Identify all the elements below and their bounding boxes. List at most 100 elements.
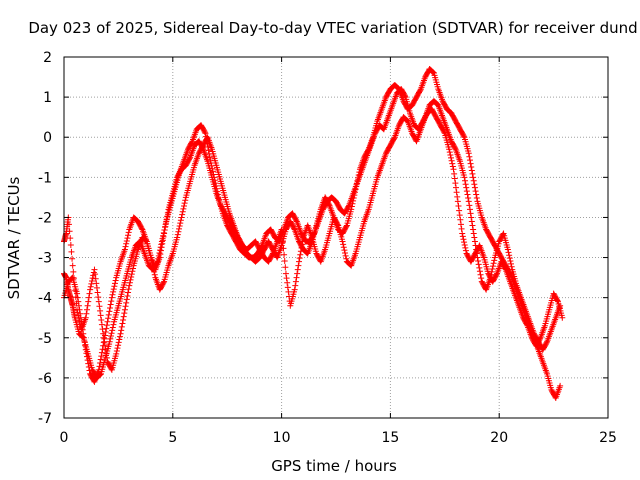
x-tick-label: 25 — [599, 430, 617, 446]
data-point — [159, 240, 166, 247]
data-point — [91, 266, 98, 273]
data-point — [80, 334, 87, 341]
data-point — [84, 302, 91, 309]
data-point — [351, 192, 358, 199]
data-point — [98, 321, 105, 328]
data-point — [468, 167, 475, 174]
data-point — [96, 363, 103, 370]
data-point — [75, 298, 82, 305]
data-point — [123, 299, 130, 306]
data-point — [111, 283, 118, 290]
data-point — [474, 254, 481, 261]
data-point — [74, 290, 81, 297]
data-point — [175, 228, 182, 235]
data-point — [176, 223, 183, 230]
data-point — [508, 263, 515, 270]
data-point — [458, 225, 465, 232]
data-point — [105, 311, 112, 318]
data-point — [107, 333, 114, 340]
data-point — [452, 180, 459, 187]
data-point — [112, 277, 119, 284]
data-point — [109, 327, 116, 334]
data-point — [126, 279, 133, 286]
data-point — [86, 290, 93, 297]
data-point — [107, 335, 114, 342]
data-point — [84, 353, 91, 360]
data-point — [105, 315, 112, 322]
data-point — [454, 198, 461, 205]
data-point — [543, 339, 550, 346]
data-point — [150, 266, 157, 273]
x-tick-label: 15 — [381, 430, 399, 446]
data-point — [180, 205, 187, 212]
data-point — [174, 234, 181, 241]
data-point — [456, 207, 463, 214]
data-point — [116, 333, 123, 340]
data-point — [111, 280, 118, 287]
data-point — [120, 313, 127, 320]
data-point — [118, 323, 125, 330]
data-points — [61, 66, 566, 401]
data-point — [449, 163, 456, 170]
data-point — [282, 264, 289, 271]
data-point — [67, 235, 74, 242]
data-point — [294, 266, 301, 273]
data-point — [151, 268, 158, 275]
data-point — [296, 255, 303, 262]
data-point — [161, 227, 168, 234]
data-point — [477, 271, 484, 278]
data-point — [121, 310, 128, 317]
data-point — [334, 221, 341, 228]
data-point — [488, 268, 495, 275]
data-point — [177, 217, 184, 224]
data-point — [459, 233, 466, 240]
data-point — [109, 291, 116, 298]
data-point — [350, 197, 357, 204]
data-point — [86, 367, 93, 374]
data-point — [89, 275, 96, 282]
data-point — [341, 247, 348, 254]
data-point — [284, 284, 291, 291]
data-point — [76, 306, 83, 313]
x-tick-label: 10 — [273, 430, 291, 446]
data-point — [125, 232, 132, 239]
data-point — [69, 262, 76, 269]
data-point — [430, 69, 437, 76]
data-point — [103, 325, 110, 332]
data-point — [471, 238, 478, 245]
data-point — [468, 214, 475, 221]
data-point — [149, 263, 156, 270]
data-point — [68, 248, 75, 255]
data-point — [459, 230, 466, 237]
data-point — [279, 239, 286, 246]
data-point — [98, 353, 105, 360]
data-point — [476, 268, 483, 275]
data-point — [499, 231, 506, 238]
data-point — [473, 194, 480, 201]
data-point — [83, 350, 90, 357]
y-tick-label: -7 — [38, 411, 52, 427]
data-point — [355, 172, 362, 179]
data-point — [505, 249, 512, 256]
data-point — [100, 339, 107, 346]
data-point — [465, 150, 472, 157]
data-point — [365, 147, 372, 154]
data-point — [461, 174, 468, 181]
y-tick-label: 2 — [43, 50, 52, 66]
data-point — [506, 252, 513, 259]
data-point — [160, 279, 167, 286]
data-point — [79, 322, 86, 329]
data-point — [466, 153, 473, 160]
data-point — [475, 261, 482, 268]
data-point — [95, 366, 102, 373]
data-point — [102, 329, 109, 336]
data-point — [297, 248, 304, 255]
data-point — [80, 330, 87, 337]
data-point — [355, 174, 362, 181]
data-point — [108, 298, 115, 305]
data-point — [127, 276, 134, 283]
data-point — [97, 359, 104, 366]
data-point — [488, 271, 495, 278]
data-point — [460, 133, 467, 140]
